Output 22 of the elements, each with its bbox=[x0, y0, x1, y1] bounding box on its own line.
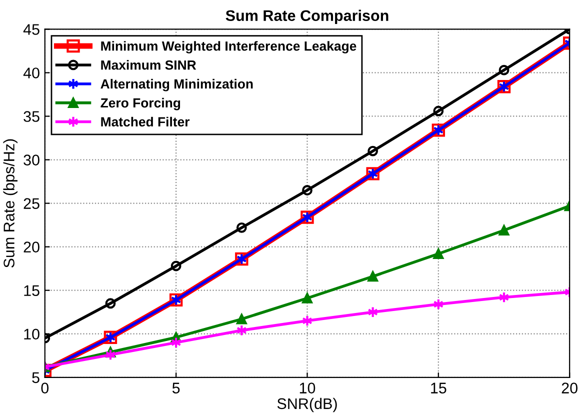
x-tick-label: 20 bbox=[562, 382, 578, 394]
chart-title: Sum Rate Comparison bbox=[226, 10, 388, 24]
x-tick-label: 15 bbox=[431, 382, 446, 394]
x-axis-title: SNR(dB) bbox=[277, 398, 337, 412]
legend-label: Zero Forcing bbox=[100, 98, 180, 110]
legend-label: Matched Filter bbox=[101, 116, 190, 127]
y-tick-label: 20 bbox=[24, 242, 40, 252]
x-tick-label: 10 bbox=[300, 382, 316, 394]
y-tick-label: 15 bbox=[24, 285, 40, 296]
legend-label: Alternating Minimization bbox=[100, 78, 253, 92]
x-tick-label: 0 bbox=[41, 382, 49, 394]
legend-label: Minimum Weighted Interference Leakage bbox=[101, 41, 356, 54]
y-tick-label: 5 bbox=[32, 372, 40, 384]
y-tick-label: 45 bbox=[23, 24, 40, 35]
x-tick-label: 5 bbox=[172, 382, 180, 394]
y-tick-label: 35 bbox=[24, 111, 40, 122]
legend-label: Maximum SINR bbox=[101, 60, 196, 70]
y-tick-label: 10 bbox=[24, 328, 40, 340]
y-axis-title: Sum Rate (bps/Hz) bbox=[3, 139, 18, 268]
y-tick-label: 25 bbox=[24, 198, 40, 209]
y-tick-label: 30 bbox=[24, 154, 40, 166]
y-tick-label: 40 bbox=[23, 68, 40, 78]
